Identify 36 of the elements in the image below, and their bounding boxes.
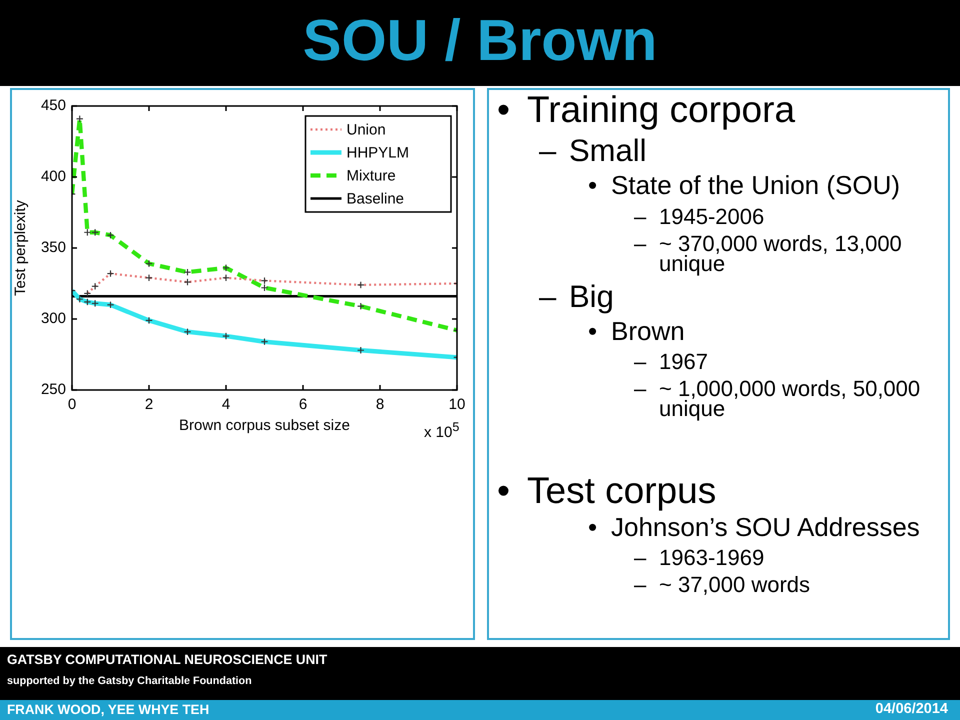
- text: – 1963-1969: [634, 545, 766, 570]
- chart-title: SOU / Brown: [302, 7, 658, 75]
- text: • Test corpus: [497, 470, 716, 512]
- x-tick-label: 2: [144, 396, 154, 414]
- text: – ~ 37,000 words: [634, 572, 812, 597]
- x-tick-label: 8: [376, 396, 384, 414]
- y-tick-label: 350: [40, 239, 66, 256]
- text: – 1945-2006: [634, 204, 766, 229]
- text: supported by the Gatsby Charitable Foundation: [7, 674, 252, 688]
- text: – ~ 370,000 words, 13,000 unique: [634, 231, 903, 276]
- y-tick-label: 300: [40, 310, 66, 328]
- legend-label: Union: [346, 122, 386, 139]
- text: – Small: [539, 133, 647, 169]
- y-tick-label: 250: [40, 381, 66, 398]
- x-tick-label: 0: [68, 396, 76, 414]
- text: – ~ 1,000,000 words, 50,000 unique: [634, 376, 922, 421]
- x-tick-label: 6: [298, 396, 308, 414]
- y-axis-title: Test perplexity: [12, 200, 30, 296]
- text: • Training corpora: [497, 89, 796, 131]
- text: FRANK WOOD, YEE WHYE TEH: [7, 702, 210, 718]
- text: • Johnson’s SOU Addresses: [588, 512, 920, 542]
- x-tick-label: 4: [222, 396, 230, 414]
- y-tick-label: 400: [40, 168, 66, 186]
- legend-label: Mixture: [346, 168, 396, 185]
- x-tick-label: 10: [448, 396, 466, 414]
- x-axis-title: Brown corpus subset size: [179, 417, 350, 434]
- text: x 10$^{5}$: [424, 420, 460, 441]
- text: – 1967: [634, 349, 709, 374]
- y-tick-label: 450: [40, 97, 66, 114]
- text: • State of the Union (SOU): [588, 170, 900, 200]
- text: GATSBY COMPUTATIONAL NEUROSCIENCE UNIT: [7, 652, 328, 668]
- text: • Brown: [588, 316, 685, 346]
- text: – Big: [539, 279, 614, 315]
- legend-label: HHPYLM: [346, 144, 410, 162]
- legend-label: Baseline: [346, 190, 404, 208]
- text: 04/06/2014: [875, 701, 948, 719]
